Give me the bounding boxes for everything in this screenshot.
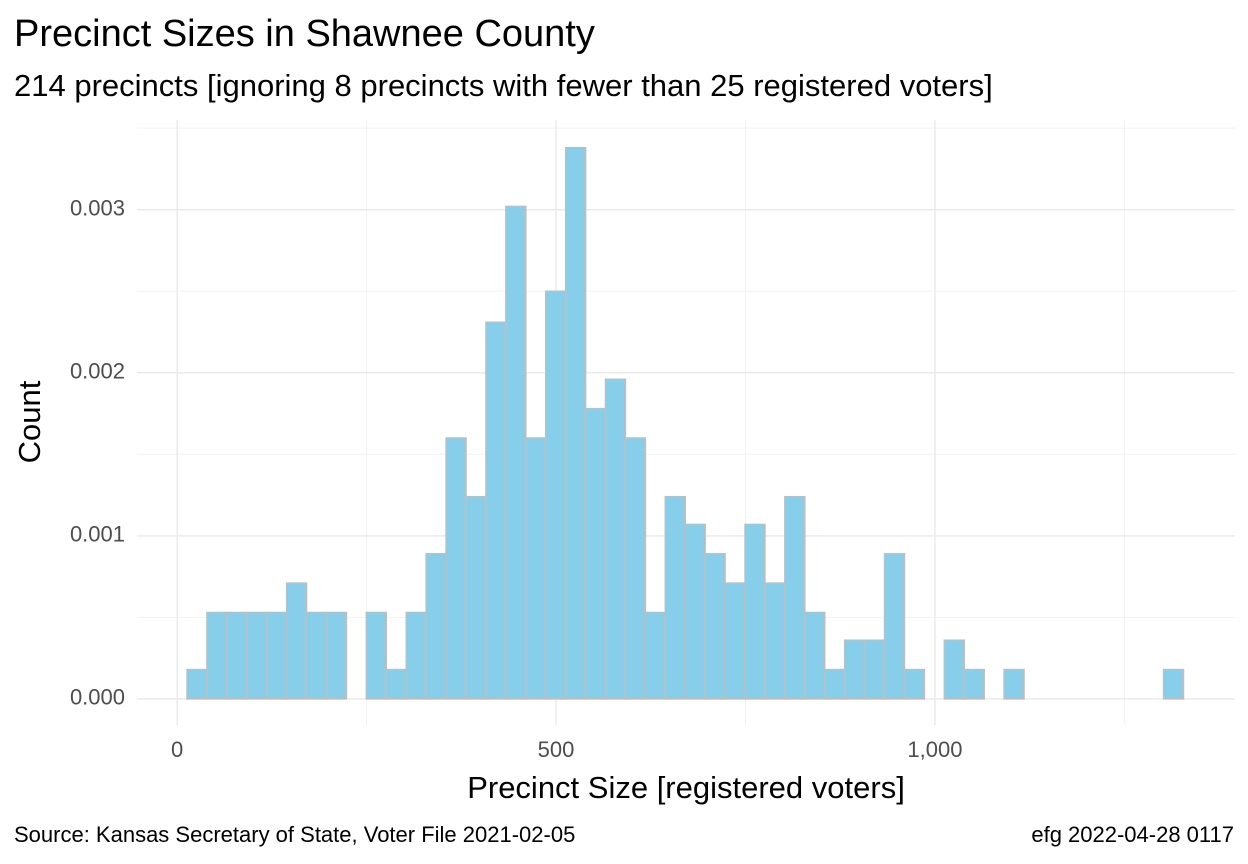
bar xyxy=(684,523,706,700)
bar xyxy=(405,611,427,700)
y-tick-label: 0.001 xyxy=(70,522,125,547)
bar xyxy=(784,495,806,700)
bar xyxy=(724,582,746,700)
x-axis-label: Precinct Size [registered voters] xyxy=(467,770,905,805)
x-tick-label: 0 xyxy=(171,737,183,762)
bar xyxy=(544,290,567,700)
bar xyxy=(226,611,248,700)
bar xyxy=(764,582,786,700)
bar xyxy=(644,611,667,700)
bar xyxy=(206,611,228,700)
bar xyxy=(604,378,627,700)
y-tick-label: 0.000 xyxy=(70,685,125,710)
bar xyxy=(325,611,348,700)
y-axis-label: Count xyxy=(12,380,47,463)
bar xyxy=(186,668,208,700)
bar xyxy=(425,553,447,700)
bar xyxy=(485,321,507,700)
bar xyxy=(624,437,647,700)
bar xyxy=(265,611,288,700)
bar xyxy=(365,611,388,700)
bar xyxy=(863,639,886,700)
bar xyxy=(385,668,407,700)
bar xyxy=(246,611,268,700)
bar xyxy=(1003,668,1025,700)
bar xyxy=(963,668,985,700)
bar xyxy=(564,146,587,700)
bar xyxy=(584,407,607,700)
chart-title: Precinct Sizes in Shawnee County xyxy=(14,13,595,55)
bar xyxy=(823,668,846,700)
bar xyxy=(1162,668,1185,700)
bar xyxy=(305,611,328,700)
bar xyxy=(525,437,547,700)
chart-subtitle: 214 precincts [ignoring 8 precincts with… xyxy=(14,68,993,103)
bar xyxy=(285,582,308,700)
bar xyxy=(843,639,866,700)
caption-left: Source: Kansas Secretary of State, Voter… xyxy=(14,822,575,847)
bar xyxy=(883,553,906,700)
bar xyxy=(664,495,686,700)
bar xyxy=(505,205,527,700)
bar xyxy=(445,437,467,700)
y-tick-label: 0.002 xyxy=(70,359,125,384)
bar xyxy=(903,668,926,700)
bar xyxy=(704,553,726,700)
bar xyxy=(744,523,766,700)
x-tick-label: 500 xyxy=(538,737,575,762)
caption-right: efg 2022-04-28 0117 xyxy=(1031,822,1234,847)
bar xyxy=(943,639,966,700)
bar xyxy=(465,495,487,700)
bar xyxy=(804,611,826,700)
y-tick-label: 0.003 xyxy=(70,196,125,221)
x-tick-label: 1,000 xyxy=(907,737,962,762)
